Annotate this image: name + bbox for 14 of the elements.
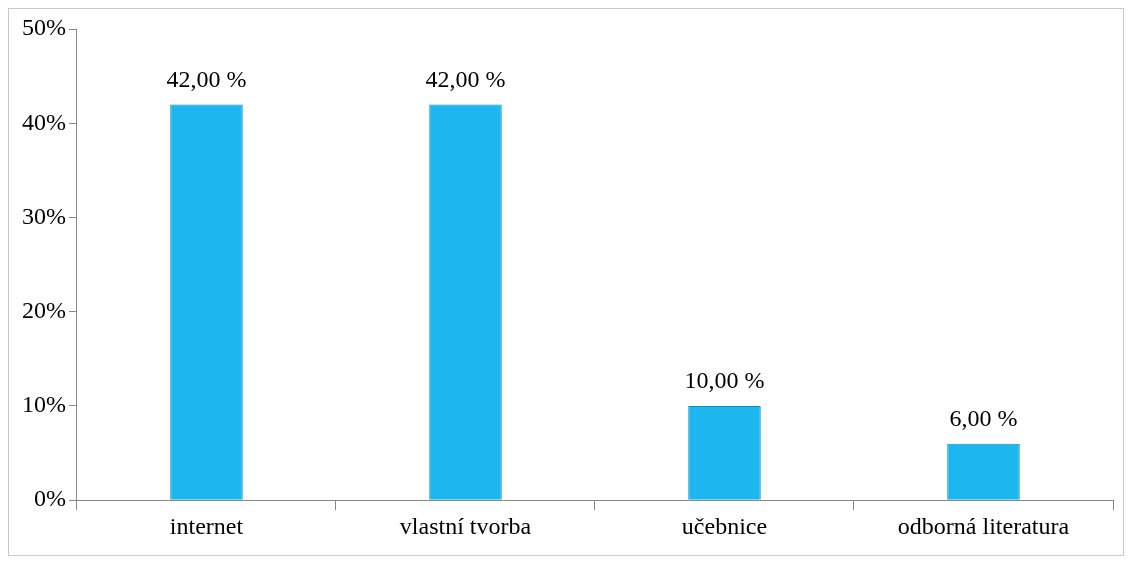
x-tick-label: odborná literatura (897, 512, 1070, 539)
y-tick-label: 10% (21, 391, 66, 418)
data-label: 10,00 % (684, 367, 765, 394)
x-tick-label: internet (169, 512, 244, 539)
y-tick-label: 50% (21, 14, 66, 41)
x-tick-label: učebnice (681, 512, 768, 539)
data-label: 6,00 % (949, 404, 1018, 431)
y-tick-label: 0% (33, 485, 66, 512)
data-label: 42,00 % (425, 65, 506, 92)
y-tick-label: 30% (21, 202, 66, 229)
data-label: 42,00 % (166, 65, 247, 92)
y-tick-label: 20% (21, 297, 66, 324)
y-tick-label: 40% (21, 108, 66, 135)
x-tick-label: vlastní tvorba (399, 512, 532, 539)
